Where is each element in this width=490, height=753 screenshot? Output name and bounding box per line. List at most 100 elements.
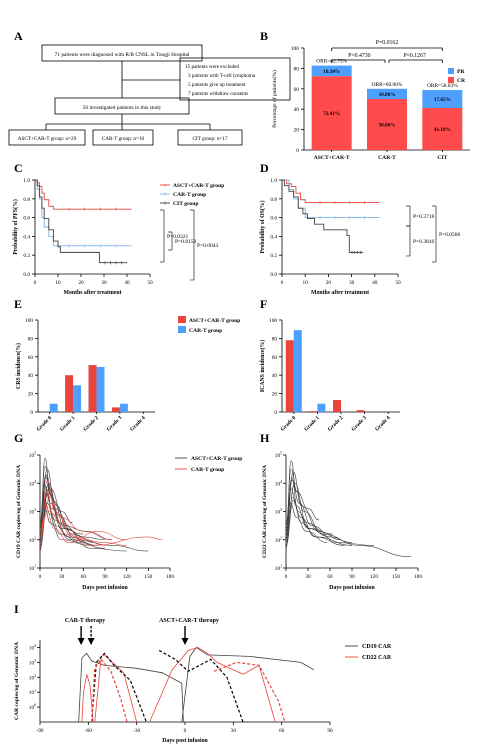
y-tick-label: 0.6 — [270, 216, 277, 222]
x-tick-label: 20 — [326, 280, 332, 286]
legend-label: CAR-T group — [173, 192, 206, 198]
flow-text-group-asct: ASCT+CAR-T group: n=29 — [18, 136, 77, 142]
legend-label: CR — [457, 78, 466, 84]
bar-data-label: 10.34% — [323, 69, 340, 75]
y-axis-label: CD22 CAR copies/ug of Genomic DNA — [262, 465, 268, 558]
bar-pr — [422, 89, 463, 108]
p-value-label: P=0.8150 — [175, 239, 197, 245]
bar-data-label: 50.00% — [379, 123, 396, 129]
kinetics-curve — [90, 652, 147, 723]
bar-pr — [367, 88, 407, 99]
panel-letter-g: G — [14, 431, 23, 445]
bar-data-label: 41.18% — [434, 127, 451, 133]
p-value-label: P=0.0043 — [197, 243, 219, 249]
y-axis-label: CRS incidence(%) — [15, 343, 22, 389]
kinetics-curve — [285, 497, 345, 546]
x-tick-label: 120 — [123, 574, 131, 580]
bar — [309, 411, 318, 412]
y-tick-label: 100 — [25, 318, 33, 324]
x-tick-label: 10 — [303, 280, 309, 286]
y-tick-label: 105 — [29, 452, 36, 459]
y-axis-label: CAR copies/ug of Genomic DNA — [14, 642, 20, 720]
x-tick-label: 20 — [78, 280, 84, 286]
x-tick-label: 30 — [231, 728, 237, 734]
x-axis-label: Months after treatment — [311, 290, 369, 296]
kinetics-curve — [39, 511, 106, 546]
kinetics-curve — [39, 474, 113, 541]
kinetics-curve — [39, 477, 127, 552]
y-tick-label: 60 — [294, 87, 300, 93]
p-value-label: P=0.1267 — [403, 53, 426, 59]
x-tick-label: Grade 1 — [303, 415, 321, 433]
y-axis-label: Probability of OS(%) — [259, 200, 266, 253]
x-tick-label: 60 — [279, 728, 285, 734]
kinetics-curve — [39, 480, 127, 546]
x-tick-label: 0 — [39, 574, 42, 580]
x-tick-label: 40 — [124, 280, 130, 286]
bar-cr — [367, 99, 407, 150]
y-tick-label: 102 — [29, 674, 36, 681]
kinetics-curve — [39, 465, 73, 524]
kinetics-curve — [39, 482, 149, 552]
survival-curve — [35, 179, 132, 247]
survival-curve — [282, 179, 364, 253]
bar-data-label: 72.41% — [323, 111, 340, 117]
flow-box-group-cart — [92, 129, 154, 146]
y-tick-label: 100 — [29, 704, 36, 711]
x-tick-label: 60 — [327, 574, 333, 580]
y-tick-label: 103 — [29, 508, 36, 515]
y-tick-label: 40 — [294, 107, 300, 113]
legend-label: CIT group — [173, 201, 198, 207]
y-tick-label: 102 — [29, 536, 36, 543]
x-tick-label: Grade 4 — [129, 415, 147, 433]
x-tick-label: 0 — [34, 280, 37, 286]
x-tick-label: CIT — [437, 155, 447, 161]
kinetics-curve — [39, 502, 106, 549]
x-tick-label: -90 — [36, 728, 43, 734]
chart-car-kinetics-case: 100 101 102 103 104 -90 -60 -30 0 30 60 90 Days post… — [14, 618, 392, 744]
chart-response-rates: 0 20 40 60 80 100 Percentage of patients(%) 72.… — [271, 40, 470, 161]
p-value-label: P=0.4730 — [348, 53, 371, 59]
y-tick-label: 0.8 — [23, 197, 30, 203]
x-tick-label: 0 — [281, 280, 284, 286]
flow-text-excluded-3: 7 patients withdraw consents — [188, 91, 248, 97]
y-tick-label: 100 — [269, 318, 277, 324]
flow-text-investigated: 56 investigated patients in this study — [83, 105, 162, 111]
legend-label: CAR-T group — [191, 467, 224, 473]
y-tick-label: 80 — [272, 336, 278, 342]
x-tick-label: 150 — [144, 574, 152, 580]
p-value-label: P=0.0162 — [376, 40, 399, 46]
y-tick-label: 20 — [28, 392, 34, 398]
x-tick-label: 90 — [102, 574, 108, 580]
kinetics-curve — [158, 649, 244, 723]
x-tick-label: 50 — [147, 280, 153, 286]
x-axis-label: Months after treatment — [63, 290, 121, 296]
x-tick-label: 180 — [166, 574, 174, 580]
y-tick-label: 80 — [28, 336, 34, 342]
y-tick-label: 0.4 — [23, 234, 30, 240]
bar-cr — [422, 107, 463, 150]
x-tick-label: 180 — [414, 574, 422, 580]
x-tick-label: Grade 0 — [280, 415, 298, 433]
bar — [111, 407, 120, 412]
x-tick-label: 30 — [305, 574, 311, 580]
flow-text-diagnosed: 71 patients were diagnosed with R/R CNSL… — [55, 52, 190, 58]
y-axis-label: Probability of PFS(%) — [12, 199, 19, 255]
chart-pfs-curve: 0.0 0.2 0.4 0.6 0.8 1.0 0 10 20 30 40 50 Months afte… — [12, 178, 224, 296]
y-axis-label: Percentage of patients(%) — [271, 70, 278, 128]
chart-cd22-kinetics: 101 102 103 104 105 0 30 60 90 120 150 180 Days post… — [262, 452, 422, 591]
y-tick-label: 104 — [29, 480, 36, 487]
legend-swatch — [448, 77, 454, 83]
panel-letter-d: D — [260, 161, 269, 175]
kinetics-curve — [285, 477, 333, 535]
panel-letter-a: A — [14, 29, 23, 43]
kinetics-curve — [149, 647, 276, 723]
chart-os-curve: 0.0 0.2 0.4 0.6 0.8 1.0 0 10 20 30 40 50 Months afte… — [259, 178, 461, 296]
x-axis-label: Days post infusion — [82, 585, 128, 591]
annotation-arrowhead — [87, 638, 95, 645]
x-tick-label: 90 — [349, 574, 355, 580]
panel-a: A 71 patients were diagnosed with R/R CN… — [8, 29, 291, 146]
y-tick-label: 40 — [28, 373, 34, 379]
legend-swatch — [178, 326, 186, 333]
